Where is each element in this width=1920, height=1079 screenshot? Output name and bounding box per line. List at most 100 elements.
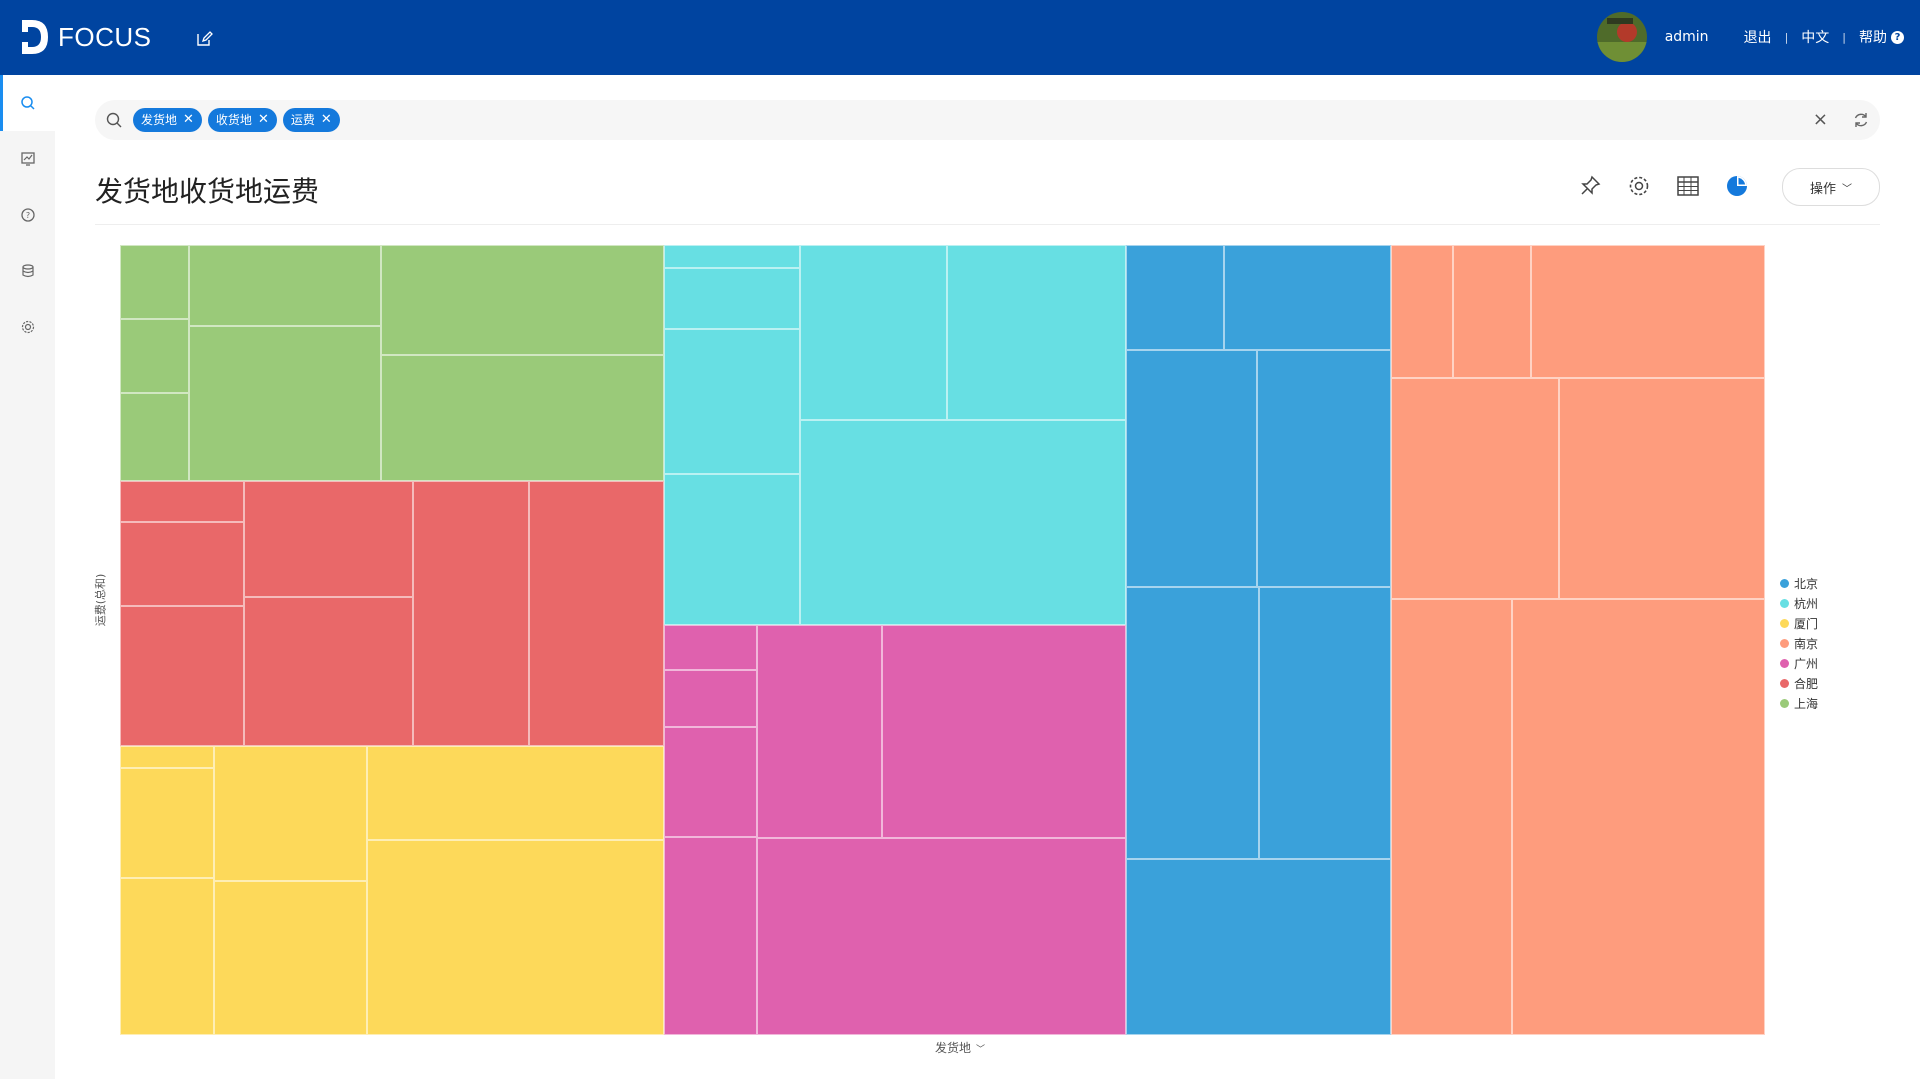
treemap-cell[interactable] [664,474,800,625]
treemap-cell[interactable] [1126,587,1259,859]
treemap-cell[interactable] [1126,350,1257,587]
search-tag[interactable]: 运费 ✕ [282,108,340,132]
legend-item[interactable]: 上海 [1780,693,1818,713]
legend-dot [1780,658,1789,668]
treemap-cell[interactable] [120,245,189,319]
treemap-cell[interactable] [1259,587,1391,859]
treemap-cell[interactable] [529,481,664,746]
sidebar-item-data[interactable] [0,243,55,299]
treemap-cell[interactable] [1224,245,1391,350]
sidebar-item-help[interactable]: ? [0,187,55,243]
legend-item[interactable]: 合肥 [1780,673,1818,693]
treemap-cell[interactable] [367,746,664,840]
treemap-cell[interactable] [664,727,757,837]
chevron-right-icon[interactable]: › [102,602,107,616]
treemap-cell[interactable] [120,768,214,878]
x-axis-label[interactable]: 发货地 ﹀ [935,1041,986,1055]
treemap-cell[interactable] [1257,350,1391,587]
treemap-cell[interactable] [664,625,757,670]
help-circle-icon: ? [20,208,35,222]
legend-label: 南京 [1794,636,1819,651]
treemap-cell[interactable] [757,625,882,838]
svg-text:?: ? [25,211,29,220]
operate-button[interactable]: 操作 ﹀ [1782,168,1880,206]
treemap-cell[interactable] [1559,378,1765,599]
legend-dot [1780,598,1789,608]
treemap-cell[interactable] [120,878,214,1035]
legend-item[interactable]: 南京 [1780,633,1818,653]
treemap-cell[interactable] [120,319,189,393]
treemap-cell[interactable] [189,245,381,326]
search-tags: 发货地 ✕ 收货地 ✕ 运费 ✕ [133,108,346,132]
treemap-cell[interactable] [800,420,1126,625]
treemap-cell[interactable] [214,881,367,1035]
page-title: 发货地收货地运费 [95,175,320,208]
treemap-cell[interactable] [189,326,381,481]
treemap-cell[interactable] [244,597,413,746]
treemap-cell[interactable] [120,481,244,522]
refresh-icon[interactable] [1852,111,1870,129]
treemap-cell[interactable] [664,268,800,329]
treemap-cell[interactable] [120,606,244,746]
avatar[interactable] [1596,12,1647,62]
treemap-cell[interactable] [120,393,189,481]
chart-board-icon [20,152,35,166]
treemap-cell[interactable] [664,329,800,474]
treemap-cell[interactable] [664,670,757,727]
treemap-cell[interactable] [244,481,413,597]
divider [95,224,1880,225]
logo-mark-icon [20,20,48,54]
treemap-cell[interactable] [214,746,367,881]
treemap-cell[interactable] [1453,245,1531,378]
logo[interactable]: FOCUS [20,18,152,56]
legend-label: 广州 [1794,656,1819,671]
treemap-cell[interactable] [367,840,664,1035]
search-tag[interactable]: 收货地 ✕ [207,108,277,132]
treemap-cell[interactable] [120,746,214,768]
chart-type-icon[interactable] [1725,174,1749,198]
tag-close-icon[interactable]: ✕ [320,112,332,127]
treemap-cell[interactable] [120,522,244,606]
language-link[interactable]: 中文 [1801,30,1830,46]
pin-icon[interactable] [1578,174,1602,198]
legend-item[interactable]: 厦门 [1780,613,1818,633]
legend-label: 上海 [1794,696,1819,711]
search-tag[interactable]: 发货地 ✕ [133,108,202,132]
treemap-cell[interactable] [381,355,664,481]
treemap-chart [120,245,1765,1035]
clear-search-icon[interactable]: × [1812,109,1828,130]
treemap-cell[interactable] [1512,599,1765,1035]
logout-link[interactable]: 退出 [1743,30,1772,46]
legend-label: 北京 [1794,576,1819,591]
help-link[interactable]: 帮助 [1859,30,1887,46]
treemap-cell[interactable] [947,245,1126,420]
treemap-cell[interactable] [664,837,757,1035]
sidebar-item-settings[interactable] [0,299,55,355]
treemap-cell[interactable] [757,838,1126,1035]
help-icon[interactable]: ? [1891,30,1904,44]
legend-item[interactable]: 杭州 [1780,593,1818,613]
legend-item[interactable]: 北京 [1780,573,1818,593]
treemap-cell[interactable] [1391,599,1512,1035]
user-name[interactable]: admin [1664,29,1709,45]
search-bar[interactable]: 发货地 ✕ 收货地 ✕ 运费 ✕ × [95,100,1880,140]
treemap-cell[interactable] [882,625,1126,838]
settings-icon[interactable] [1627,174,1651,198]
treemap-cell[interactable] [1391,378,1559,599]
edit-icon[interactable] [195,30,213,48]
treemap-cell[interactable] [1531,245,1765,378]
treemap-cell[interactable] [1126,859,1391,1035]
treemap-cell[interactable] [800,245,947,420]
legend-item[interactable]: 广州 [1780,653,1818,673]
treemap-cell[interactable] [381,245,664,355]
treemap-cell[interactable] [1126,245,1224,350]
sidebar-item-board[interactable] [0,131,55,187]
tag-close-icon[interactable]: ✕ [183,112,194,127]
treemap-cell[interactable] [1391,245,1453,378]
tag-close-icon[interactable]: ✕ [257,112,269,127]
sidebar-item-search[interactable] [0,75,55,131]
top-bar: FOCUS admin 退出 | 中文 | 帮助 ? [0,0,1920,75]
treemap-cell[interactable] [664,245,800,268]
table-icon[interactable] [1676,174,1700,198]
treemap-cell[interactable] [413,481,529,746]
